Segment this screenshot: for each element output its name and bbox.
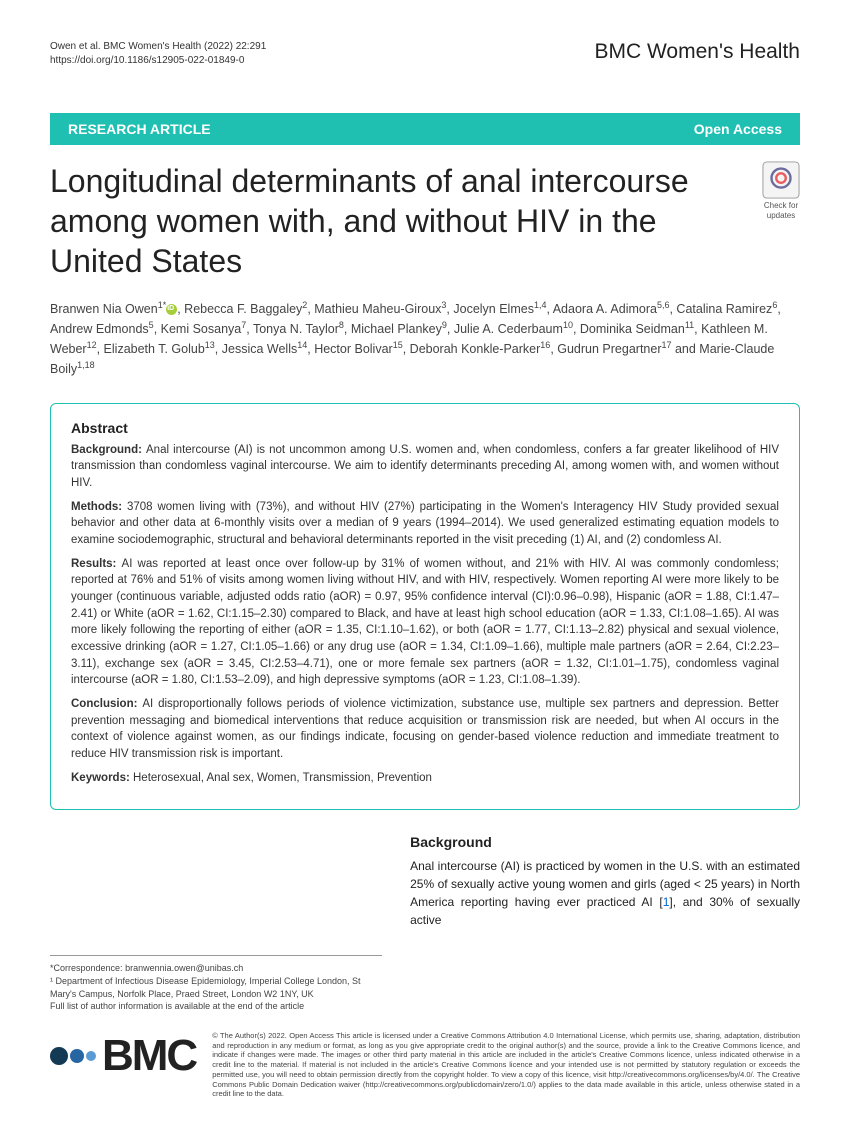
correspondence-email[interactable]: branwennia.owen@unibas.ch	[125, 963, 243, 973]
badge-line1: Check for	[762, 201, 800, 211]
badge-line2: updates	[762, 211, 800, 221]
abstract-box: Abstract Background: Anal intercourse (A…	[50, 403, 800, 811]
page-header: Owen et al. BMC Women's Health (2022) 22…	[50, 40, 800, 68]
ref-link-1[interactable]: 1	[663, 895, 670, 909]
abstract-results: Results: AI was reported at least once o…	[71, 556, 779, 689]
article-type-banner: RESEARCH ARTICLE Open Access	[50, 113, 800, 145]
logo-text: BMC	[102, 1031, 196, 1081]
abstract-background: Background: Anal intercourse (AI) is not…	[71, 442, 779, 492]
left-column: *Correspondence: branwennia.owen@unibas.…	[50, 832, 382, 1012]
logo-dot-3	[86, 1051, 96, 1061]
orcid-icon[interactable]	[166, 304, 177, 315]
article-page: Owen et al. BMC Women's Health (2022) 22…	[0, 0, 850, 1129]
logo-dot-2	[70, 1049, 84, 1063]
background-heading: Background	[410, 832, 800, 853]
bmc-logo: BMC	[50, 1031, 196, 1081]
abstract-keywords: Keywords: Heterosexual, Anal sex, Women,…	[71, 770, 779, 787]
abstract-conclusion: Conclusion: AI disproportionally follows…	[71, 696, 779, 763]
abstract-heading: Abstract	[71, 420, 779, 436]
correspondence-line: *Correspondence: branwennia.owen@unibas.…	[50, 962, 382, 975]
correspondence-affiliation: ¹ Department of Infectious Disease Epide…	[50, 975, 382, 1000]
correspondence-note: Full list of author information is avail…	[50, 1000, 382, 1013]
article-title: Longitudinal determinants of anal interc…	[50, 161, 762, 281]
correspondence-box: *Correspondence: branwennia.owen@unibas.…	[50, 955, 382, 1012]
right-column: Background Anal intercourse (AI) is prac…	[410, 832, 800, 1012]
citation-line-1: Owen et al. BMC Women's Health (2022) 22…	[50, 40, 266, 54]
title-row: Longitudinal determinants of anal interc…	[50, 161, 800, 281]
body-columns: *Correspondence: branwennia.owen@unibas.…	[50, 832, 800, 1012]
article-type-label: RESEARCH ARTICLE	[68, 121, 211, 137]
citation-doi[interactable]: https://doi.org/10.1186/s12905-022-01849…	[50, 54, 266, 68]
citation-block: Owen et al. BMC Women's Health (2022) 22…	[50, 40, 266, 68]
journal-brand: BMC Women's Health	[594, 40, 800, 64]
license-text: © The Author(s) 2022. Open Access This a…	[212, 1031, 800, 1099]
background-paragraph: Anal intercourse (AI) is practiced by wo…	[410, 857, 800, 929]
open-access-label: Open Access	[694, 121, 782, 137]
author-list: Branwen Nia Owen1*, Rebecca F. Baggaley2…	[50, 299, 800, 379]
license-footer: BMC © The Author(s) 2022. Open Access Th…	[50, 1031, 800, 1099]
abstract-methods: Methods: 3708 women living with (73%), a…	[71, 499, 779, 549]
check-updates-badge[interactable]: Check for updates	[762, 161, 800, 220]
crossmark-icon	[762, 161, 800, 199]
logo-dot-1	[50, 1047, 68, 1065]
